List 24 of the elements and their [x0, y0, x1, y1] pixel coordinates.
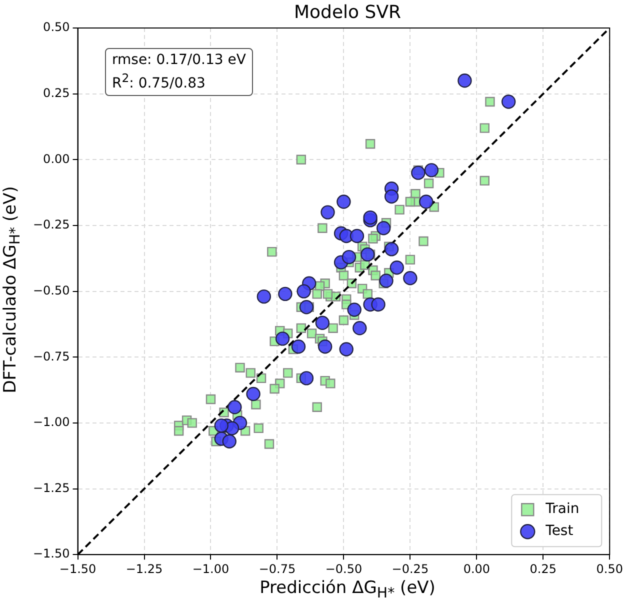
x-tick-label: −1.50 [59, 562, 96, 576]
y-tick-label: 0.25 [43, 86, 70, 100]
y-tick-label: 0.50 [43, 20, 70, 34]
x-tick-label: 0.50 [596, 562, 623, 576]
y-tick-label: −0.50 [32, 283, 70, 298]
annotation: R$^{2}$: 0.75/0.83 [112, 71, 206, 92]
x-tick-label: −0.50 [325, 562, 362, 576]
x-axis-title: Predicción ΔG$_{H*}$ (eV) [258, 578, 436, 602]
x-tick-label: −1.00 [192, 562, 230, 576]
y-tick-label: −1.25 [32, 480, 70, 495]
y-tick-label: −1.00 [32, 415, 70, 430]
y-tick-label: −1.50 [32, 546, 70, 561]
chart-title: Modelo SVR [292, 2, 402, 23]
legend-label: Train [544, 501, 580, 518]
x-tick-label: 0.25 [530, 562, 557, 576]
y-tick-label: 0.00 [43, 152, 70, 166]
y-tick-label: −0.75 [32, 349, 70, 364]
legend-label: Test [544, 523, 574, 540]
y-tick-label: −0.25 [32, 218, 70, 232]
x-tick-label: −0.25 [392, 562, 429, 576]
x-tick-label: 0.00 [463, 562, 490, 576]
x-tick-label: −0.75 [258, 562, 296, 576]
annotation: rmse: 0.17/0.13 eV [112, 52, 246, 68]
x-tick-label: −1.25 [126, 562, 163, 576]
